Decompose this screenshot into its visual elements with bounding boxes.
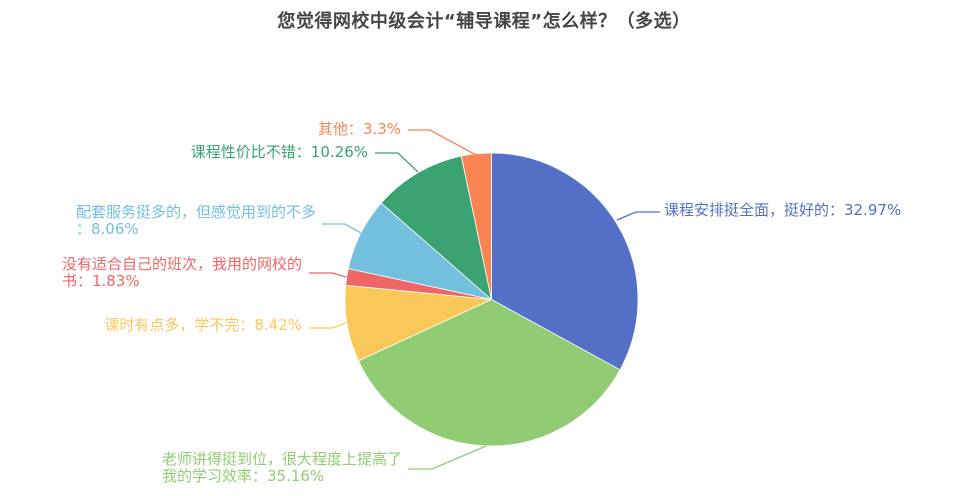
leader-line xyxy=(408,445,487,470)
slice-label-line: ：8.06% xyxy=(75,220,139,238)
slice-label: 没有适合自己的班次，我用的网校的 书：1.83% xyxy=(62,256,302,290)
slice-label-line: 老师讲得挺到位，很大程度上提高了 xyxy=(161,450,402,468)
slice-label: 配套服务挺多的，但感觉用到的不多 ：8.06% xyxy=(76,204,316,238)
pie-slice[interactable] xyxy=(491,152,639,371)
pie-slices xyxy=(344,152,639,447)
leader-line xyxy=(322,223,362,234)
slice-label-line: 其他：3.3% xyxy=(317,120,401,138)
leader-line xyxy=(375,152,419,173)
leader-line xyxy=(616,211,660,221)
slice-label: 老师讲得挺到位，很大程度上提高了 我的学习效率：35.16% xyxy=(162,451,402,485)
slice-label-line: 课程安排挺全面，挺好的：32.97% xyxy=(664,201,902,219)
slice-label: 课程安排挺全面，挺好的：32.97% xyxy=(664,202,901,219)
slice-label-line: 课时有点多，学不完：8.42% xyxy=(104,316,302,334)
leader-line xyxy=(309,272,347,278)
pie-slice[interactable] xyxy=(358,299,621,447)
leader-line xyxy=(309,322,347,329)
slice-label: 其他：3.3% xyxy=(318,121,401,138)
chart-title: 您觉得网校中级会计“辅导课程”怎么样？（多选） xyxy=(277,11,691,32)
slice-label-line: 配套服务挺多的，但感觉用到的不多 xyxy=(75,203,316,221)
slice-label: 课程性价比不错：10.26% xyxy=(191,144,368,161)
slice-label-line: 没有适合自己的班次，我用的网校的 xyxy=(61,255,302,273)
slice-label: 课时有点多，学不完：8.42% xyxy=(104,317,302,334)
slice-label-line: 书：1.83% xyxy=(61,272,140,290)
slice-label-line: 我的学习效率：35.16% xyxy=(161,467,325,485)
slice-label-line: 课程性价比不错：10.26% xyxy=(190,143,368,161)
pie-slice[interactable] xyxy=(380,155,492,300)
label-leader-lines xyxy=(309,129,660,470)
pie-slice[interactable] xyxy=(460,152,492,300)
leader-line xyxy=(408,129,477,156)
